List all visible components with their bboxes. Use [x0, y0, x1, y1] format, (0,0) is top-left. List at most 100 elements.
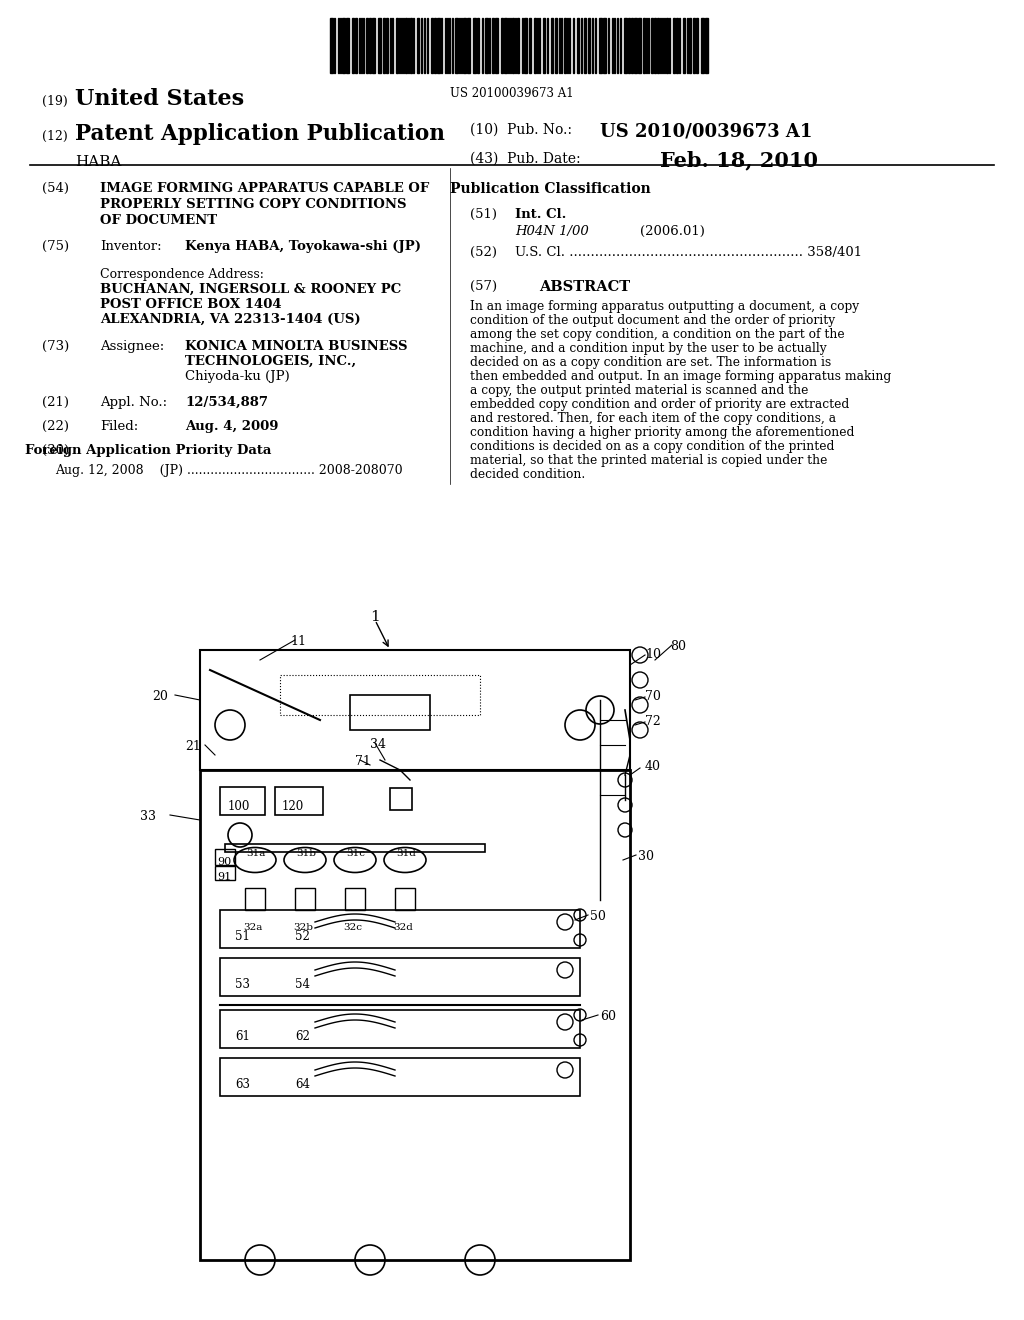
- Bar: [295, 888, 315, 909]
- Text: OF DOCUMENT: OF DOCUMENT: [100, 214, 217, 227]
- Text: Inventor:: Inventor:: [100, 240, 162, 253]
- Text: machine, and a condition input by the user to be actually: machine, and a condition input by the us…: [470, 342, 826, 355]
- Text: Aug. 4, 2009: Aug. 4, 2009: [185, 420, 279, 433]
- Bar: [417, 18, 419, 73]
- Text: TECHNOLOGEIS, INC.,: TECHNOLOGEIS, INC.,: [185, 355, 356, 368]
- Bar: [215, 849, 234, 865]
- Text: 21: 21: [185, 741, 201, 752]
- Bar: [643, 18, 645, 73]
- Bar: [504, 18, 507, 73]
- Text: 11: 11: [290, 635, 306, 648]
- Bar: [355, 18, 357, 73]
- Text: condition having a higher priority among the aforementioned: condition having a higher priority among…: [470, 426, 854, 440]
- Bar: [603, 18, 606, 73]
- Text: (2006.01): (2006.01): [640, 224, 705, 238]
- Text: 32b: 32b: [293, 923, 313, 932]
- Text: 31b: 31b: [296, 850, 316, 858]
- Text: 33: 33: [140, 810, 156, 822]
- Bar: [543, 18, 545, 73]
- Bar: [406, 18, 407, 73]
- Bar: [220, 1010, 580, 1048]
- Bar: [434, 18, 436, 73]
- Text: BUCHANAN, INGERSOLL & ROONEY PC: BUCHANAN, INGERSOLL & ROONEY PC: [100, 282, 401, 296]
- Text: 100: 100: [228, 800, 251, 813]
- Text: Kenya HABA, Toyokawa-shi (JP): Kenya HABA, Toyokawa-shi (JP): [185, 240, 421, 253]
- Text: In an image forming apparatus outputting a document, a copy: In an image forming apparatus outputting…: [470, 300, 859, 313]
- Bar: [564, 18, 566, 73]
- Bar: [534, 18, 536, 73]
- Text: material, so that the printed material is copied under the: material, so that the printed material i…: [470, 454, 827, 467]
- Text: 91: 91: [217, 873, 231, 882]
- Text: 62: 62: [295, 1030, 310, 1043]
- Text: U.S. Cl. ....................................................... 358/401: U.S. Cl. ...............................…: [515, 246, 862, 259]
- Bar: [455, 18, 458, 73]
- Bar: [638, 18, 641, 73]
- Bar: [395, 888, 415, 909]
- Bar: [577, 18, 579, 73]
- Bar: [492, 18, 494, 73]
- Bar: [390, 788, 412, 810]
- Bar: [275, 787, 323, 814]
- Text: (54): (54): [42, 182, 69, 195]
- Bar: [599, 18, 602, 73]
- Text: (22): (22): [42, 420, 69, 433]
- Bar: [683, 18, 685, 73]
- Text: Correspondence Address:: Correspondence Address:: [100, 268, 264, 281]
- Text: decided on as a copy condition are set. The information is: decided on as a copy condition are set. …: [470, 356, 831, 370]
- Bar: [705, 18, 708, 73]
- Text: 32c: 32c: [343, 923, 362, 932]
- Text: 61: 61: [234, 1030, 250, 1043]
- Bar: [220, 787, 265, 814]
- Bar: [584, 18, 586, 73]
- Text: 63: 63: [234, 1078, 250, 1092]
- Text: 71: 71: [355, 755, 371, 768]
- Bar: [200, 649, 630, 770]
- Bar: [524, 18, 527, 73]
- Text: ALEXANDRIA, VA 22313-1404 (US): ALEXANDRIA, VA 22313-1404 (US): [100, 313, 360, 326]
- Bar: [396, 18, 398, 73]
- Text: 64: 64: [295, 1078, 310, 1092]
- Text: 72: 72: [645, 715, 660, 729]
- Bar: [631, 18, 633, 73]
- Text: 32d: 32d: [393, 923, 413, 932]
- Text: (19): (19): [42, 95, 68, 108]
- Bar: [473, 18, 476, 73]
- Text: Appl. No.:: Appl. No.:: [100, 396, 167, 409]
- Bar: [673, 18, 675, 73]
- Bar: [588, 18, 590, 73]
- Text: then embedded and output. In an image forming apparatus making: then embedded and output. In an image fo…: [470, 370, 891, 383]
- Bar: [555, 18, 557, 73]
- Text: H04N 1/00: H04N 1/00: [515, 224, 589, 238]
- Bar: [634, 18, 637, 73]
- Text: 54: 54: [295, 978, 310, 991]
- Bar: [372, 18, 375, 73]
- Text: (52): (52): [470, 246, 497, 259]
- Bar: [378, 18, 381, 73]
- Bar: [693, 18, 695, 73]
- Text: POST OFFICE BOX 1404: POST OFFICE BOX 1404: [100, 298, 282, 312]
- Text: (51): (51): [470, 209, 497, 220]
- Text: (75): (75): [42, 240, 70, 253]
- Text: condition of the output document and the order of priority: condition of the output document and the…: [470, 314, 836, 327]
- Bar: [383, 18, 385, 73]
- Text: among the set copy condition, a condition on the part of the: among the set copy condition, a conditio…: [470, 327, 845, 341]
- Text: (57): (57): [470, 280, 497, 293]
- Bar: [463, 18, 466, 73]
- Bar: [701, 18, 705, 73]
- Text: (43)  Pub. Date:: (43) Pub. Date:: [470, 152, 581, 166]
- Bar: [624, 18, 627, 73]
- Text: 51: 51: [234, 931, 250, 942]
- Text: US 20100039673 A1: US 20100039673 A1: [451, 87, 573, 100]
- Bar: [654, 18, 656, 73]
- Text: Foreign Application Priority Data: Foreign Application Priority Data: [25, 444, 271, 457]
- Bar: [215, 866, 234, 880]
- Bar: [386, 18, 388, 73]
- Text: decided condition.: decided condition.: [470, 469, 586, 480]
- Bar: [676, 18, 678, 73]
- Text: ABSTRACT: ABSTRACT: [540, 280, 631, 294]
- Bar: [350, 696, 430, 730]
- Text: 20: 20: [152, 690, 168, 704]
- Bar: [369, 18, 371, 73]
- Bar: [245, 888, 265, 909]
- Bar: [220, 958, 580, 997]
